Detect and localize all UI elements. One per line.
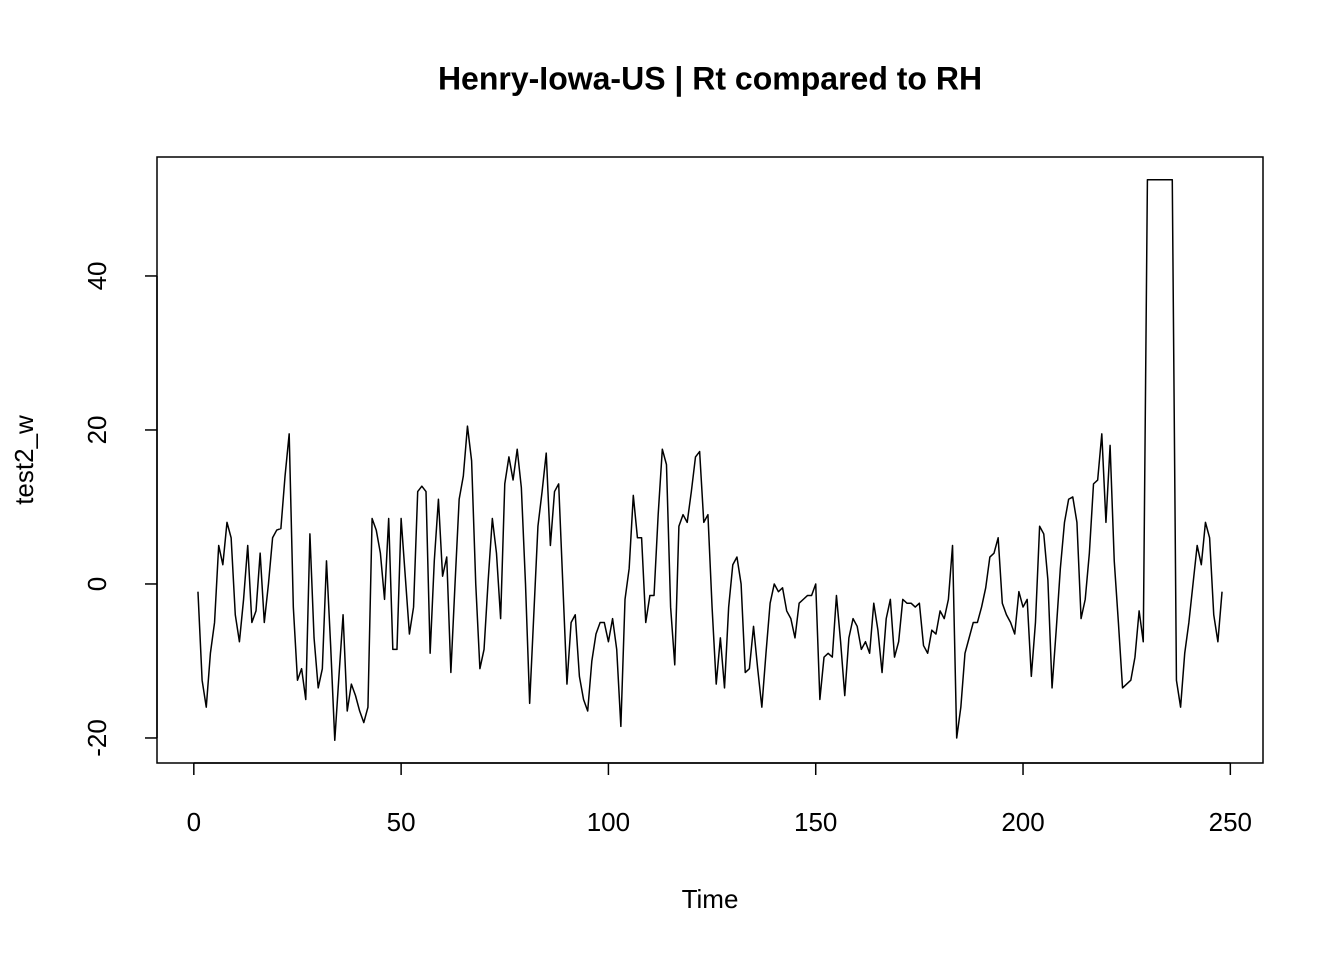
y-tick-label: 40 — [82, 262, 112, 291]
chart-title: Henry-Iowa-US | Rt compared to RH — [438, 60, 982, 96]
x-tick-label: 50 — [387, 807, 416, 837]
x-tick-label: 250 — [1209, 807, 1252, 837]
x-tick-label: 150 — [794, 807, 837, 837]
x-tick-label: 200 — [1001, 807, 1044, 837]
y-tick-label: 20 — [82, 416, 112, 445]
x-tick-label: 0 — [187, 807, 201, 837]
y-tick-label: -20 — [82, 719, 112, 757]
y-tick-label: 0 — [82, 577, 112, 591]
x-axis-label: Time — [682, 884, 739, 914]
y-axis-label: test2_w — [9, 415, 39, 505]
x-tick-label: 100 — [587, 807, 630, 837]
series-line — [197, 178, 1223, 742]
